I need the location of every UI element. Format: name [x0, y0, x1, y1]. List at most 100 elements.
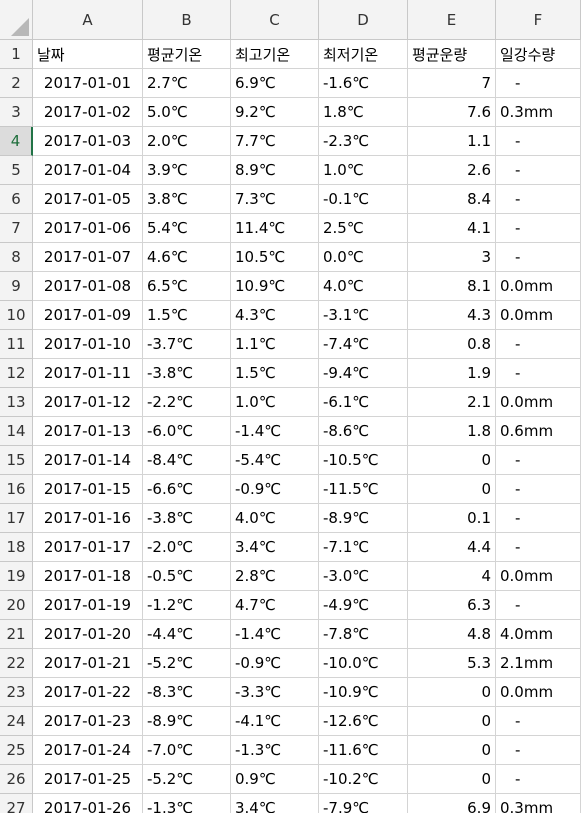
cell-c[interactable]: -4.1℃ — [231, 707, 319, 736]
row-header[interactable]: 9 — [0, 272, 33, 301]
cell-b[interactable]: -4.4℃ — [143, 620, 231, 649]
cell-d[interactable]: -7.9℃ — [319, 794, 408, 813]
cell-c[interactable]: 4.0℃ — [231, 504, 319, 533]
cell-b[interactable]: 6.5℃ — [143, 272, 231, 301]
cell-e[interactable]: 평균운량 — [408, 40, 496, 69]
row-header[interactable]: 14 — [0, 417, 33, 446]
cell-e[interactable]: 2.1 — [408, 388, 496, 417]
cell-c[interactable]: -1.4℃ — [231, 620, 319, 649]
cell-d[interactable]: -10.0℃ — [319, 649, 408, 678]
cell-a[interactable]: 2017-01-12 — [33, 388, 143, 417]
cell-f[interactable]: - — [496, 533, 581, 562]
cell-d[interactable]: -9.4℃ — [319, 359, 408, 388]
cell-a[interactable]: 2017-01-01 — [33, 69, 143, 98]
cell-f[interactable]: - — [496, 707, 581, 736]
cell-f[interactable]: 0.0mm — [496, 678, 581, 707]
cell-d[interactable]: -0.1℃ — [319, 185, 408, 214]
cell-a[interactable]: 2017-01-11 — [33, 359, 143, 388]
cell-f[interactable]: - — [496, 214, 581, 243]
cell-e[interactable]: 6.3 — [408, 591, 496, 620]
row-header[interactable]: 24 — [0, 707, 33, 736]
cell-e[interactable]: 4.3 — [408, 301, 496, 330]
cell-e[interactable]: 0 — [408, 678, 496, 707]
cell-e[interactable]: 2.6 — [408, 156, 496, 185]
cell-b[interactable]: -7.0℃ — [143, 736, 231, 765]
cell-c[interactable]: 1.0℃ — [231, 388, 319, 417]
column-header-e[interactable]: E — [408, 0, 496, 40]
cell-a[interactable]: 2017-01-08 — [33, 272, 143, 301]
cell-f[interactable]: - — [496, 127, 581, 156]
row-header[interactable]: 6 — [0, 185, 33, 214]
cell-d[interactable]: -10.2℃ — [319, 765, 408, 794]
cell-a[interactable]: 2017-01-14 — [33, 446, 143, 475]
row-header[interactable]: 26 — [0, 765, 33, 794]
row-header[interactable]: 7 — [0, 214, 33, 243]
cell-e[interactable]: 0 — [408, 475, 496, 504]
cell-e[interactable]: 7 — [408, 69, 496, 98]
row-header[interactable]: 8 — [0, 243, 33, 272]
cell-e[interactable]: 4.4 — [408, 533, 496, 562]
cell-c[interactable]: 0.9℃ — [231, 765, 319, 794]
row-header[interactable]: 27 — [0, 794, 33, 813]
cell-d[interactable]: 2.5℃ — [319, 214, 408, 243]
cell-b[interactable]: -2.0℃ — [143, 533, 231, 562]
cell-c[interactable]: 10.5℃ — [231, 243, 319, 272]
row-header[interactable]: 19 — [0, 562, 33, 591]
cell-e[interactable]: 6.9 — [408, 794, 496, 813]
cell-f[interactable]: 0.3mm — [496, 794, 581, 813]
cell-a[interactable]: 2017-01-23 — [33, 707, 143, 736]
cell-e[interactable]: 0 — [408, 707, 496, 736]
cell-f[interactable]: - — [496, 591, 581, 620]
cell-d[interactable]: 1.0℃ — [319, 156, 408, 185]
cell-b[interactable]: -8.3℃ — [143, 678, 231, 707]
cell-a[interactable]: 2017-01-04 — [33, 156, 143, 185]
cell-e[interactable]: 8.4 — [408, 185, 496, 214]
cell-e[interactable]: 4.1 — [408, 214, 496, 243]
cell-a[interactable]: 2017-01-16 — [33, 504, 143, 533]
cell-b[interactable]: -1.2℃ — [143, 591, 231, 620]
cell-c[interactable]: 4.3℃ — [231, 301, 319, 330]
cell-b[interactable]: -3.7℃ — [143, 330, 231, 359]
cell-c[interactable]: 2.8℃ — [231, 562, 319, 591]
cell-b[interactable]: 2.7℃ — [143, 69, 231, 98]
cell-d[interactable]: -4.9℃ — [319, 591, 408, 620]
cell-c[interactable]: 8.9℃ — [231, 156, 319, 185]
cell-c[interactable]: -0.9℃ — [231, 649, 319, 678]
row-header[interactable]: 17 — [0, 504, 33, 533]
cell-a[interactable]: 2017-01-07 — [33, 243, 143, 272]
cell-f[interactable]: 2.1mm — [496, 649, 581, 678]
cell-f[interactable]: - — [496, 330, 581, 359]
cell-b[interactable]: 5.0℃ — [143, 98, 231, 127]
cell-b[interactable]: -3.8℃ — [143, 359, 231, 388]
cell-f[interactable]: 일강수량 — [496, 40, 581, 69]
cell-b[interactable]: 4.6℃ — [143, 243, 231, 272]
row-header[interactable]: 11 — [0, 330, 33, 359]
cell-d[interactable]: -7.1℃ — [319, 533, 408, 562]
cell-b[interactable]: -5.2℃ — [143, 765, 231, 794]
cell-f[interactable]: 0.0mm — [496, 562, 581, 591]
cell-f[interactable]: 4.0mm — [496, 620, 581, 649]
cell-c[interactable]: 4.7℃ — [231, 591, 319, 620]
cell-d[interactable]: -7.4℃ — [319, 330, 408, 359]
row-header[interactable]: 22 — [0, 649, 33, 678]
cell-a[interactable]: 2017-01-09 — [33, 301, 143, 330]
cell-f[interactable]: - — [496, 243, 581, 272]
select-all-button[interactable] — [0, 0, 33, 40]
cell-b[interactable]: 평균기온 — [143, 40, 231, 69]
cell-b[interactable]: -3.8℃ — [143, 504, 231, 533]
cell-f[interactable]: 0.3mm — [496, 98, 581, 127]
cell-f[interactable]: - — [496, 359, 581, 388]
cell-c[interactable]: 9.2℃ — [231, 98, 319, 127]
row-header[interactable]: 12 — [0, 359, 33, 388]
cell-b[interactable]: -1.3℃ — [143, 794, 231, 813]
cell-c[interactable]: -5.4℃ — [231, 446, 319, 475]
cell-b[interactable]: -8.9℃ — [143, 707, 231, 736]
row-header[interactable]: 10 — [0, 301, 33, 330]
cell-a[interactable]: 2017-01-22 — [33, 678, 143, 707]
cell-b[interactable]: -2.2℃ — [143, 388, 231, 417]
column-header-a[interactable]: A — [33, 0, 143, 40]
cell-c[interactable]: 1.5℃ — [231, 359, 319, 388]
cell-e[interactable]: 4.8 — [408, 620, 496, 649]
row-header[interactable]: 3 — [0, 98, 33, 127]
